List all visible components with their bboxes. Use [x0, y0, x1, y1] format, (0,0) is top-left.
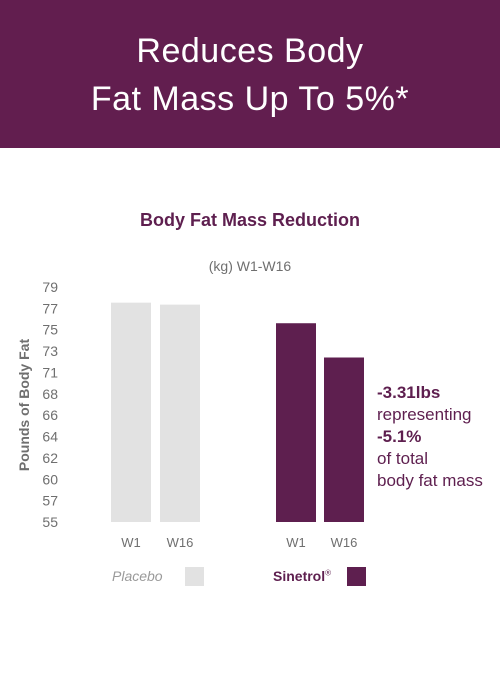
- y-tick-label: 64: [42, 429, 58, 445]
- y-tick-label: 62: [42, 450, 58, 466]
- callout-value: -3.31lbs: [377, 383, 441, 402]
- callout-percent: -5.1%: [377, 427, 422, 446]
- callout-representing: representing: [377, 405, 472, 424]
- y-tick-label: 55: [42, 514, 58, 530]
- legend-sinetrol-label: Sinetrol®: [273, 568, 331, 584]
- callout-body-fat-mass: body fat mass: [377, 471, 483, 490]
- legend-sinetrol-swatch: [347, 567, 366, 586]
- x-tick-label: W1: [286, 535, 306, 550]
- legend-placebo-label: Placebo: [112, 568, 163, 584]
- legend-placebo-swatch: [185, 567, 204, 586]
- reduction-callout: -3.31lbs representing -5.1% of total bod…: [377, 382, 483, 492]
- bar-placebo-w1: [111, 302, 151, 522]
- x-tick-label: W16: [167, 535, 194, 550]
- y-tick-label: 75: [42, 322, 58, 338]
- y-tick-label: 60: [42, 471, 58, 487]
- y-tick-label: 57: [42, 493, 58, 509]
- headline-line-2: Fat Mass Up To 5%*: [90, 80, 410, 118]
- chart-title: Body Fat Mass Reduction: [139, 210, 361, 230]
- x-tick-label: W1: [121, 535, 141, 550]
- y-axis-label: Pounds of Body Fat: [16, 339, 32, 472]
- registered-mark: ®: [325, 568, 332, 578]
- y-tick-label: 66: [42, 407, 58, 423]
- bar-sinetrol-w16: [324, 357, 364, 522]
- headline-line-1: Reduces Body: [136, 32, 364, 70]
- callout-of-total: of total: [377, 449, 429, 468]
- y-tick-label: 73: [42, 343, 58, 359]
- y-tick-label: 77: [42, 300, 58, 316]
- header-banner: Reduces Body Fat Mass Up To 5%*: [0, 0, 500, 148]
- bar-placebo-w16: [160, 304, 200, 522]
- bar-sinetrol-w1: [276, 323, 316, 522]
- y-tick-label: 68: [42, 386, 58, 402]
- chart-subtitle: (kg) W1-W16: [208, 258, 292, 274]
- x-tick-label: W16: [331, 535, 358, 550]
- y-tick-label: 71: [42, 364, 58, 380]
- y-tick-label: 79: [42, 279, 58, 295]
- legend-sinetrol-name: Sinetrol: [273, 568, 326, 584]
